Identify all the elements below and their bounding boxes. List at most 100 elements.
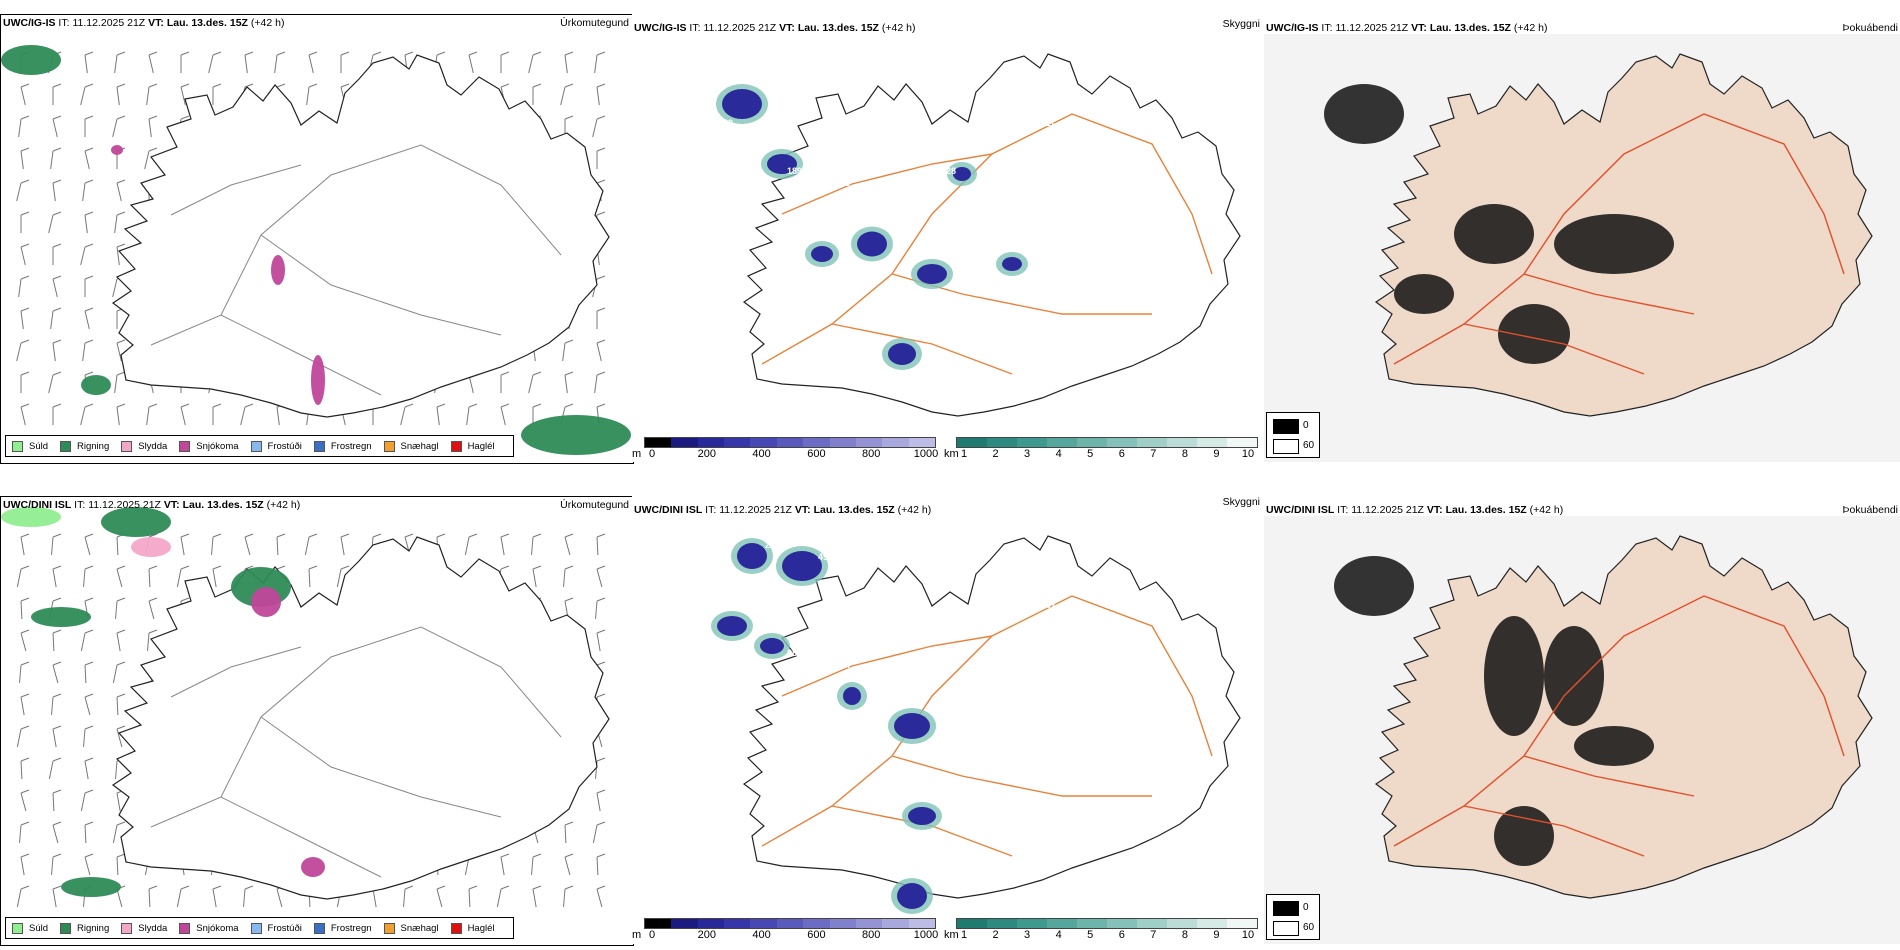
panel-kind: Skyggni (1222, 496, 1260, 508)
cloud-base-label: 533 (734, 190, 749, 200)
fog-panel-row2: UWC/DINI ISL IT: 11.12.2025 21Z VT: Lau.… (1264, 496, 1900, 944)
fog-map-row2 (1264, 516, 1900, 944)
wind-barb (114, 374, 118, 394)
precip-map-row2 (1, 507, 610, 908)
wind-barb (83, 568, 86, 588)
cloud-base-label: 88 (787, 648, 797, 658)
wind-barb (564, 824, 567, 844)
legend-label: Haglél (467, 440, 495, 452)
cloud-base-label: 62 (1052, 672, 1062, 682)
wind-barb (500, 856, 505, 876)
cloud-base-label: 93 (818, 70, 828, 80)
cloud-base-label: 44 (924, 540, 934, 550)
cloud-base-label: 364 (712, 46, 727, 56)
wind-barb (500, 406, 506, 426)
cloud-base-label: 189 (787, 166, 802, 176)
colorbar-tick: 5 (1087, 929, 1094, 941)
colorbar-step (908, 919, 935, 928)
fog-legend-label: 0 (1303, 420, 1309, 431)
legend-label: Snæhagl (400, 440, 439, 452)
cloud-base-area (767, 154, 797, 174)
cloud-map-row1: 364 229 93 62 115 94 87 89 117 76 75 97 133 111 533 189… (712, 46, 1241, 417)
cloud-base-label: 213 (765, 540, 780, 550)
wind-barb (243, 888, 246, 908)
colorbar-tick: 1000 (913, 448, 939, 460)
wind-barb (20, 310, 24, 330)
wind-barb (212, 568, 217, 588)
cloud-base-area (1002, 257, 1022, 271)
wind-barb (48, 760, 54, 780)
precip-area (111, 145, 123, 155)
cloud-base-area (737, 543, 767, 569)
wind-barb (82, 342, 86, 362)
wind-barb (20, 600, 23, 620)
wind-barb (116, 856, 119, 876)
colorbar-step (776, 919, 804, 928)
legend-label: Frostúði (267, 922, 302, 934)
legend-swatch (313, 922, 325, 934)
wind-barb (212, 888, 217, 908)
colorbar-step (1137, 919, 1167, 928)
cloud-base-label: 3 (745, 226, 750, 236)
wind-barb (116, 342, 122, 362)
wind-barb (82, 182, 86, 202)
wind-barb (80, 632, 86, 652)
legend-swatch (60, 440, 72, 452)
colorbar-tick: 600 (807, 929, 826, 941)
colorbar-tick: 1000 (913, 929, 939, 941)
colorbar-tick: 9 (1213, 929, 1220, 941)
road-network (150, 626, 562, 878)
colorbar-step (1137, 438, 1167, 447)
colorbar-unit: m (632, 448, 642, 460)
cloud-base-label: 93 (882, 600, 892, 610)
colorbar-tick: 8 (1181, 929, 1188, 941)
colorbar-step (1197, 919, 1227, 928)
precip-legend-item: Snæhagl (383, 922, 439, 934)
wind-barb (468, 888, 471, 908)
fog-legend-row2: 0 60 (1266, 894, 1320, 940)
colorbar-step (1107, 438, 1137, 447)
precip-area (521, 415, 631, 455)
wind-barb (16, 888, 22, 908)
wind-barb (52, 568, 57, 588)
cloud-base-label: 79 (988, 588, 998, 598)
cloud-base-label: 476 (829, 588, 844, 598)
wind-barb (148, 118, 152, 138)
wind-barb (306, 86, 310, 106)
cloud-base-label: 94 (734, 672, 744, 682)
colorbar-step (671, 919, 698, 928)
cloud-base-area (917, 264, 947, 284)
wind-barb (531, 536, 534, 556)
cloud-base-label: 94 (977, 70, 987, 80)
colorbar-step (1077, 919, 1107, 928)
colorbar-tick: 4 (1055, 929, 1062, 941)
cloud-base-label: 111 (1041, 118, 1055, 128)
colorbar-tick: 8 (1181, 448, 1188, 460)
wind-barb (52, 888, 57, 908)
wind-barb (308, 54, 314, 74)
cloud-base-area (782, 551, 822, 581)
wind-barb (20, 792, 27, 812)
wind-barb (52, 792, 55, 812)
cloud-base-area (953, 167, 971, 181)
wind-barb (596, 342, 602, 362)
legend-swatch (250, 922, 262, 934)
wind-barb (563, 888, 566, 908)
fog-area (1574, 726, 1654, 766)
fog-legend-swatch (1273, 439, 1299, 454)
precip-legend-item: Frostúði (250, 922, 302, 934)
wind-barb (468, 54, 474, 74)
wind-barb (594, 54, 598, 74)
wind-barb (146, 86, 150, 106)
fog-area (1324, 84, 1404, 144)
cloud-base-label: 42 (935, 612, 945, 622)
wind-barb (276, 888, 283, 908)
wind-barb (116, 246, 120, 266)
colorbar-step (1167, 438, 1197, 447)
wind-barb (52, 118, 58, 138)
wind-barb (116, 406, 120, 426)
wind-barb (596, 86, 600, 106)
colorbar-tick: 1 (960, 929, 968, 941)
fog-legend-swatch (1273, 921, 1299, 936)
wind-barb (80, 246, 86, 266)
